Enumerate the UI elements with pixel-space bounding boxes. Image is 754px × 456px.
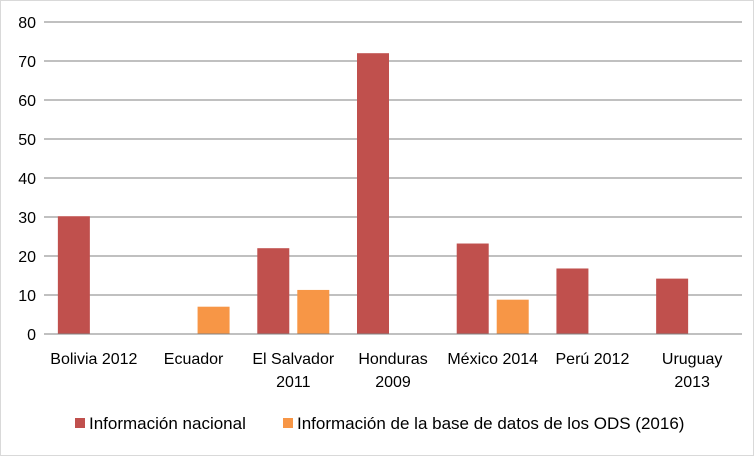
x-axis: Bolivia 2012 Ecuador El Salvador 2011 Hondur… bbox=[50, 351, 722, 391]
x-tick-label: Honduras bbox=[358, 351, 427, 368]
bar-series-1 bbox=[57, 216, 90, 334]
bar-series-1 bbox=[257, 248, 290, 334]
bars bbox=[57, 53, 689, 334]
y-tick-label: 60 bbox=[18, 93, 36, 110]
bar-series-2 bbox=[297, 289, 330, 334]
y-tick-label: 20 bbox=[18, 249, 36, 266]
x-tick-label: 2013 bbox=[674, 374, 710, 391]
bar-series-1 bbox=[357, 53, 389, 334]
bar-series-1 bbox=[456, 243, 489, 334]
legend-label: Información de la base de datos de los O… bbox=[297, 414, 684, 433]
legend-swatch bbox=[75, 418, 85, 428]
y-tick-label: 0 bbox=[27, 327, 36, 344]
legend-swatch bbox=[283, 418, 293, 428]
x-tick-label: El Salvador bbox=[252, 351, 334, 368]
y-tick-label: 40 bbox=[18, 171, 36, 188]
x-tick-label: 2009 bbox=[375, 374, 411, 391]
gridlines bbox=[44, 21, 742, 296]
x-tick-label: Ecuador bbox=[164, 351, 224, 368]
bar-series-1 bbox=[556, 268, 589, 334]
x-tick-label: Perú 2012 bbox=[556, 351, 630, 368]
legend-label: Información nacional bbox=[89, 414, 246, 433]
y-tick-label: 30 bbox=[18, 210, 36, 227]
x-tick-label: 2011 bbox=[276, 374, 311, 391]
y-tick-label: 50 bbox=[18, 132, 36, 149]
y-tick-label: 70 bbox=[18, 54, 36, 71]
legend: Información nacional Información de la ba… bbox=[75, 414, 684, 433]
bar-series-2 bbox=[197, 306, 230, 334]
y-tick-label: 80 bbox=[18, 15, 36, 32]
x-tick-label: Bolivia 2012 bbox=[50, 351, 137, 368]
bar-series-1 bbox=[656, 278, 689, 334]
x-tick-label: Uruguay bbox=[662, 351, 722, 368]
y-axis: 0 10 20 30 40 50 60 70 80 bbox=[18, 15, 36, 344]
y-tick-label: 10 bbox=[18, 288, 36, 305]
x-tick-label: México 2014 bbox=[447, 351, 538, 368]
bar-series-2 bbox=[496, 299, 529, 334]
